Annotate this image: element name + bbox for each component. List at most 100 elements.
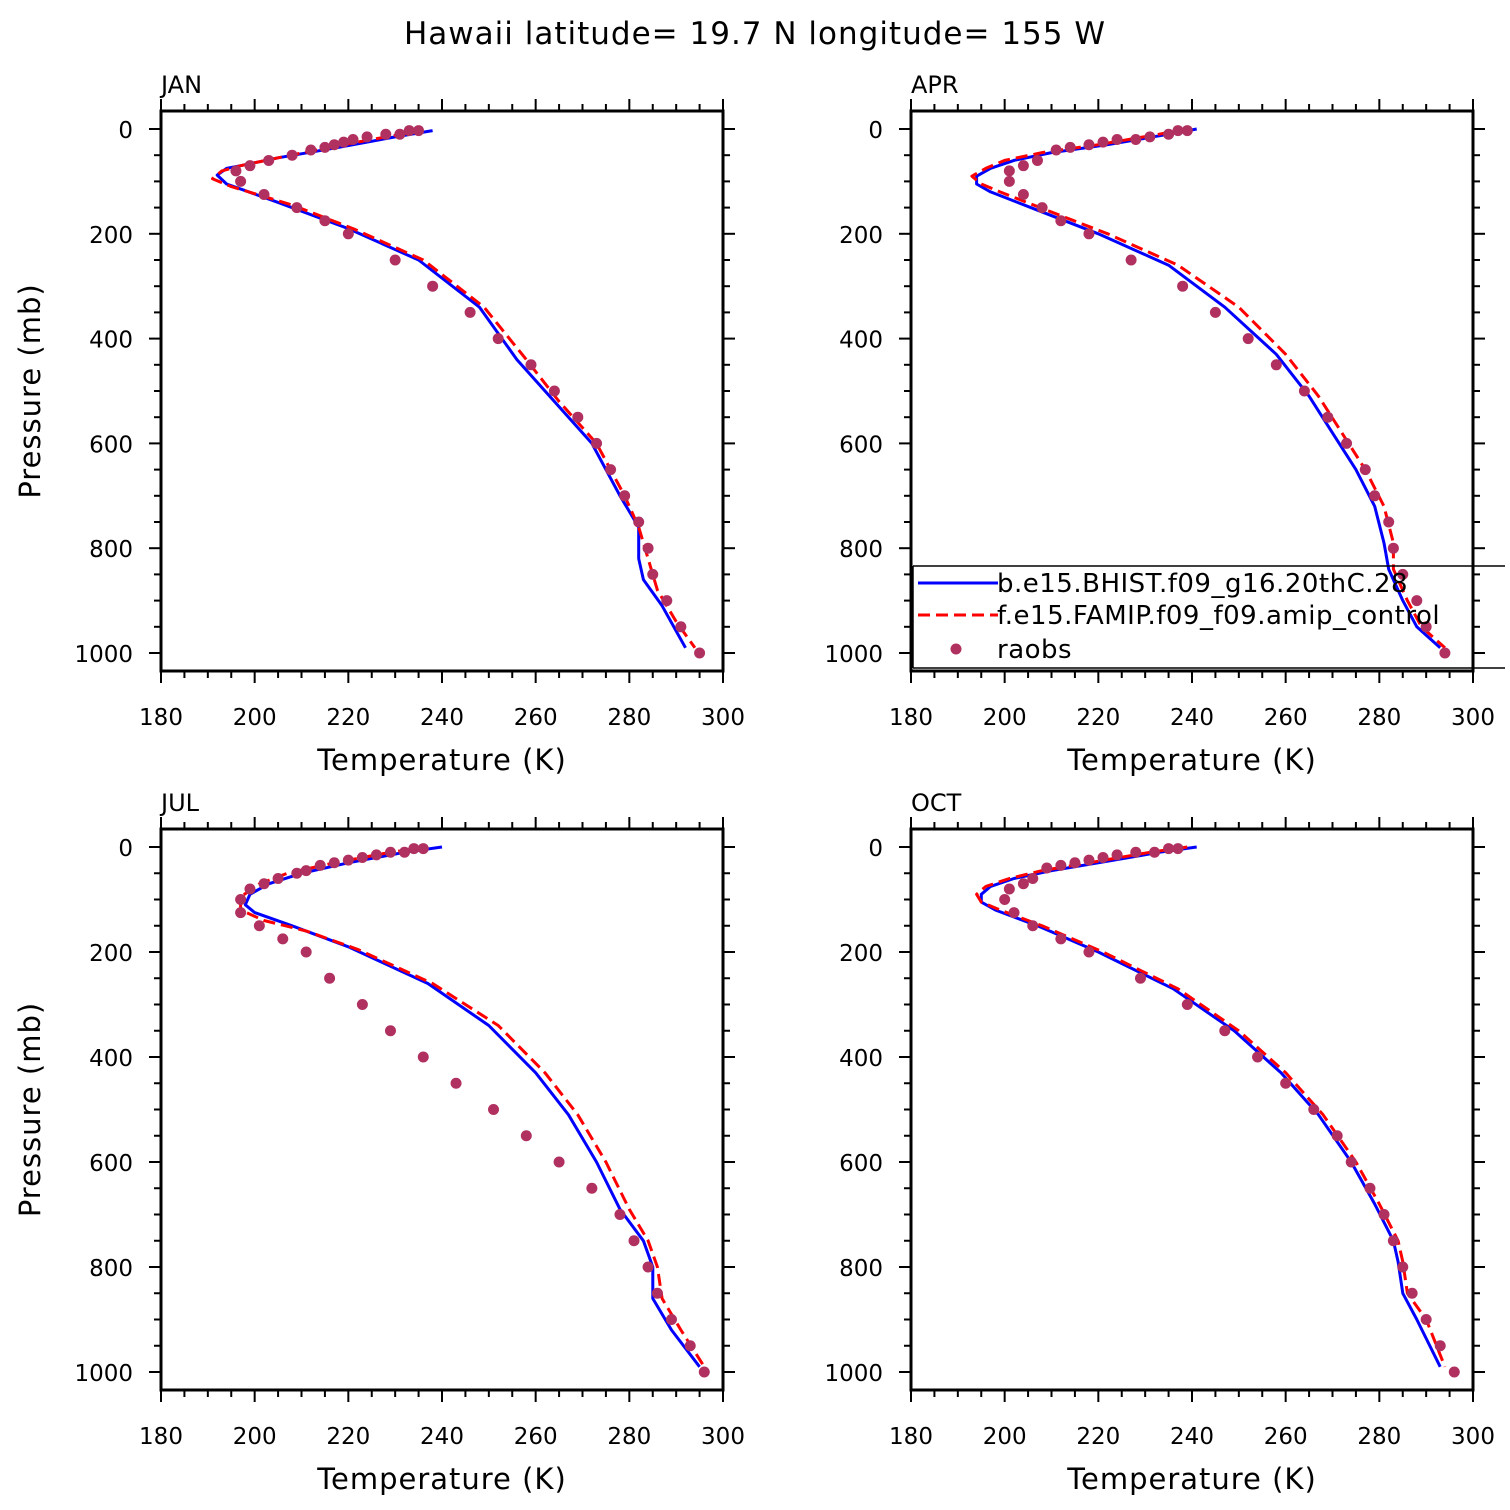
series-line-famip xyxy=(239,845,706,1368)
raobs-point xyxy=(1097,852,1109,863)
x-tick-label: 280 xyxy=(607,1424,651,1450)
raobs-point xyxy=(1055,215,1067,227)
raobs-point xyxy=(694,647,706,659)
raobs-point xyxy=(1172,843,1184,855)
x-tick-label: 220 xyxy=(1076,1424,1120,1450)
raobs-point xyxy=(319,215,331,227)
raobs-point xyxy=(230,165,242,177)
x-tick-label: 180 xyxy=(139,1424,183,1450)
raobs-point xyxy=(1308,1104,1320,1115)
raobs-point xyxy=(1027,920,1039,932)
y-tick-label: 600 xyxy=(839,432,883,458)
raobs-point xyxy=(417,843,429,855)
raobs-point xyxy=(1041,862,1053,874)
raobs-point xyxy=(1050,144,1062,156)
raobs-point xyxy=(698,1366,710,1378)
raobs-point xyxy=(647,568,659,580)
raobs-point xyxy=(272,873,284,884)
raobs-point xyxy=(342,228,354,240)
raobs-point xyxy=(1144,131,1156,143)
raobs-point xyxy=(1270,359,1282,371)
raobs-point xyxy=(356,999,368,1010)
raobs-point xyxy=(464,306,476,318)
raobs-point xyxy=(1125,254,1137,266)
raobs-point xyxy=(244,883,256,895)
y-tick-label: 0 xyxy=(118,836,133,862)
raobs-point xyxy=(1130,133,1142,145)
raobs-point xyxy=(1298,385,1310,397)
raobs-point xyxy=(651,1287,663,1299)
series-line-famip xyxy=(975,845,1447,1368)
x-tick-label: 220 xyxy=(326,705,370,731)
raobs-point xyxy=(263,154,275,166)
raobs-point xyxy=(1280,1077,1292,1089)
raobs-point xyxy=(586,1182,598,1194)
raobs-point xyxy=(614,1209,626,1220)
raobs-point xyxy=(1055,933,1067,945)
raobs-point xyxy=(633,516,645,528)
raobs-point xyxy=(1003,165,1015,177)
raobs-point xyxy=(591,437,603,449)
legend-entries: b.e15.BHIST.f09_g16.20thC.28f.e15.FAMIP.… xyxy=(918,569,1440,665)
raobs-point xyxy=(1177,280,1189,292)
panel-jul: JUL 180 200 220 240 260 280 300 0 200 400 600 800 100… xyxy=(13,789,745,1496)
raobs-point xyxy=(1219,1025,1231,1037)
raobs-point xyxy=(1439,647,1451,659)
x-tick-label: 180 xyxy=(139,705,183,731)
raobs-point xyxy=(1331,1130,1343,1142)
y-tick-label: 200 xyxy=(839,941,883,967)
raobs-point xyxy=(389,254,401,266)
x-tick-label: 220 xyxy=(1076,705,1120,731)
raobs-point xyxy=(258,878,270,890)
x-tick-label: 280 xyxy=(1357,1424,1401,1450)
raobs-point xyxy=(1322,411,1334,423)
raobs-point xyxy=(619,490,631,502)
panel-title: APR xyxy=(911,71,959,99)
panel-title: JUL xyxy=(159,789,200,817)
raobs-point xyxy=(300,865,312,877)
raobs-point xyxy=(1083,139,1095,151)
raobs-point xyxy=(1097,136,1109,148)
raobs-point xyxy=(370,849,382,861)
legend: b.e15.BHIST.f09_g16.20thC.28f.e15.FAMIP.… xyxy=(912,565,1505,669)
raobs-point xyxy=(1364,1182,1376,1194)
x-axis-label: Temperature (K) xyxy=(316,1462,567,1496)
raobs-point xyxy=(342,854,354,866)
raobs-point xyxy=(1083,946,1095,958)
x-axis-label: Temperature (K) xyxy=(1066,743,1317,777)
y-tick-label: 400 xyxy=(89,1046,133,1072)
raobs-point xyxy=(361,131,373,143)
x-tick-label: 300 xyxy=(1451,1424,1495,1450)
raobs-point xyxy=(403,125,415,137)
raobs-point xyxy=(1130,846,1142,858)
raobs-point xyxy=(1406,1287,1418,1299)
raobs-point xyxy=(286,149,298,161)
legend-marker-raobs xyxy=(950,643,962,655)
plot-frame xyxy=(909,827,1475,1392)
x-tick-label: 220 xyxy=(326,1424,370,1450)
x-tick-label: 200 xyxy=(983,705,1027,731)
x-tick-label: 260 xyxy=(1264,1424,1308,1450)
raobs-point xyxy=(399,846,411,858)
raobs-point xyxy=(553,1156,565,1168)
figure-title: Hawaii latitude= 19.7 N longitude= 155 W xyxy=(404,16,1106,52)
raobs-point xyxy=(1003,175,1015,187)
y-tick-label: 800 xyxy=(839,1256,883,1282)
raobs-point xyxy=(305,144,317,156)
raobs-point xyxy=(384,1025,396,1037)
raobs-point xyxy=(408,843,420,855)
raobs-point xyxy=(1064,141,1076,153)
x-tick-label: 280 xyxy=(607,705,651,731)
legend-label: f.e15.FAMIP.f09_f09.amip_control xyxy=(997,601,1440,631)
raobs-point xyxy=(328,857,340,869)
y-tick-label: 400 xyxy=(89,328,133,354)
raobs-point xyxy=(520,1130,532,1142)
y-tick-label: 400 xyxy=(839,1046,883,1072)
y-tick-label: 1000 xyxy=(824,642,883,668)
y-tick-label: 1000 xyxy=(74,1361,133,1387)
raobs-point xyxy=(1017,189,1029,200)
raobs-point xyxy=(1345,1156,1357,1168)
raobs-point xyxy=(417,1051,429,1063)
series-line-bhist xyxy=(975,127,1442,649)
x-tick-label: 200 xyxy=(983,1424,1027,1450)
